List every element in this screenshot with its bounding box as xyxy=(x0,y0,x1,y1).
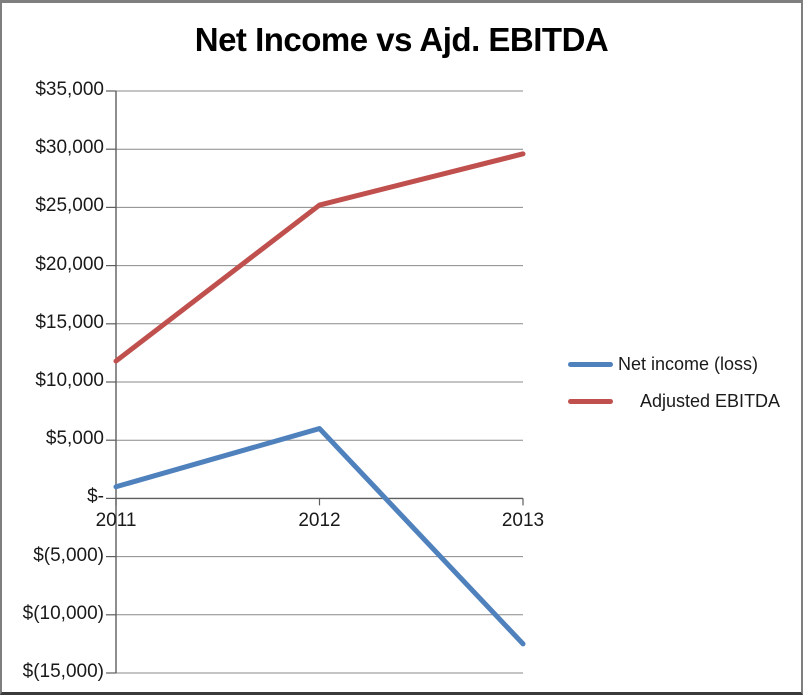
legend: Net income (loss) Adjusted EBITDA xyxy=(568,351,780,414)
y-tick-label: $30,000 xyxy=(35,137,104,159)
x-tick-label: 2012 xyxy=(298,510,341,532)
y-tick-label: $35,000 xyxy=(35,79,104,100)
series-line-adjusted-ebitda xyxy=(113,151,526,364)
y-tick-label: $20,000 xyxy=(35,253,104,275)
legend-label-net-income: Net income (loss) xyxy=(618,353,759,374)
x-tick-label: 2011 xyxy=(95,510,137,532)
y-tick-label: $(5,000) xyxy=(33,544,104,566)
legend-label-adjusted-ebitda: Adjusted EBITDA xyxy=(640,390,781,411)
y-tick-label: $25,000 xyxy=(35,195,104,217)
legend-item-net-income: Net income (loss) xyxy=(568,351,780,377)
y-tick-label: $(10,000) xyxy=(22,602,104,624)
y-tick-label: $(15,000) xyxy=(22,661,104,682)
chart-title: Net Income vs Ajd. EBITDA xyxy=(194,21,609,58)
y-tick-label: $15,000 xyxy=(35,311,104,333)
y-tick-label: $- xyxy=(87,486,104,508)
legend-item-adjusted-ebitda: Adjusted EBITDA xyxy=(568,388,780,414)
plot-svg xyxy=(106,90,526,674)
y-tick-label: $5,000 xyxy=(45,428,104,450)
series-line-net-income xyxy=(113,426,526,647)
x-tick-label: 2013 xyxy=(501,510,545,532)
legend-line-swatch-net-income-icon xyxy=(568,361,613,367)
y-tick-label: $10,000 xyxy=(35,370,104,391)
legend-line-swatch-adjusted-ebitda-icon xyxy=(568,398,613,404)
